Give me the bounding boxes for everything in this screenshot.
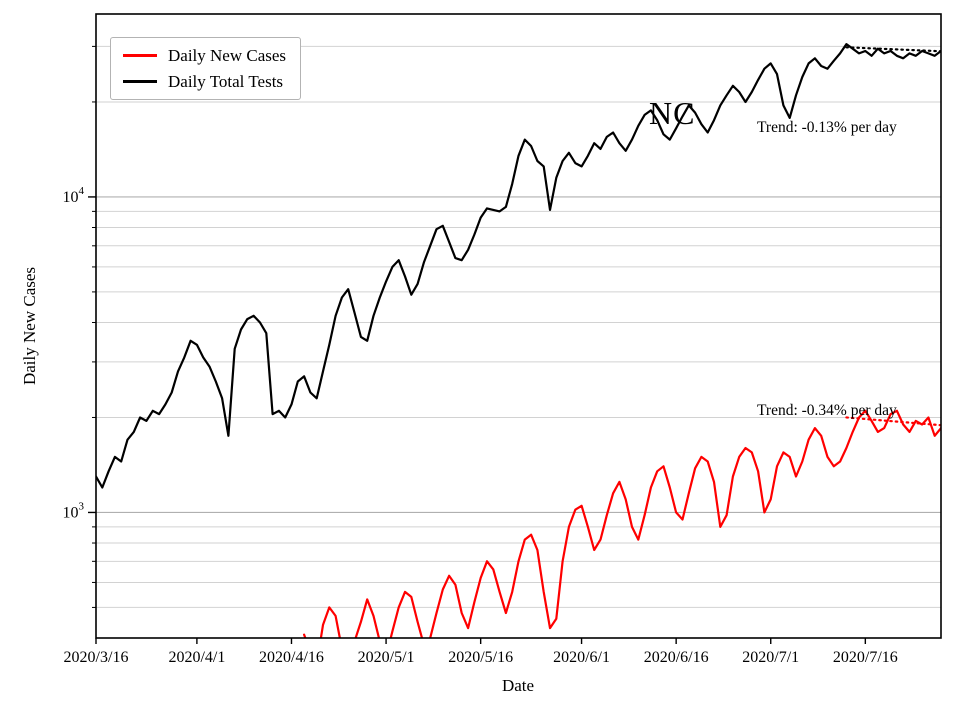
x-tick-label: 2020/5/1 — [358, 649, 415, 666]
trend-annotation-tests: Trend: -0.13% per day — [757, 119, 897, 136]
series-group — [96, 43, 941, 638]
x-tick-label: 2020/4/16 — [259, 649, 324, 666]
series-daily-new-cases — [303, 409, 941, 638]
y-tick-label: 104 — [63, 185, 85, 206]
legend-entry-daily-new-cases: Daily New Cases — [123, 47, 286, 64]
legend-line-swatch-black — [123, 80, 157, 83]
x-tick-label: 2020/3/16 — [64, 649, 129, 666]
legend: Daily New Cases Daily Total Tests — [110, 37, 302, 100]
legend-label: Daily Total Tests — [168, 72, 284, 91]
y-axis-label: Daily New Cases — [20, 266, 39, 386]
series-daily-total-tests — [96, 43, 941, 489]
trend-line-daily-new-cases — [845, 416, 941, 427]
x-tick-label: 2020/7/1 — [742, 649, 799, 666]
legend-label: Daily New Cases — [168, 46, 287, 65]
trend-line-daily-total-tests — [845, 46, 941, 53]
x-tick-label: 2020/7/16 — [833, 649, 898, 666]
x-tick-label: 2020/4/1 — [168, 649, 225, 666]
x-tick-label: 2020/6/1 — [553, 649, 610, 666]
legend-line-swatch-red — [123, 54, 157, 57]
y-tick-label: 103 — [63, 500, 85, 521]
axes-box — [95, 13, 942, 639]
legend-entry-daily-total-tests: Daily Total Tests — [123, 73, 286, 90]
trend-annotation-cases: Trend: -0.34% per day — [757, 402, 897, 419]
x-axis-label: Date — [501, 676, 535, 695]
state-label-annotation: NC — [649, 95, 696, 131]
x-tick-label: 2020/6/16 — [644, 649, 709, 666]
x-tick-label: 2020/5/16 — [448, 649, 513, 666]
